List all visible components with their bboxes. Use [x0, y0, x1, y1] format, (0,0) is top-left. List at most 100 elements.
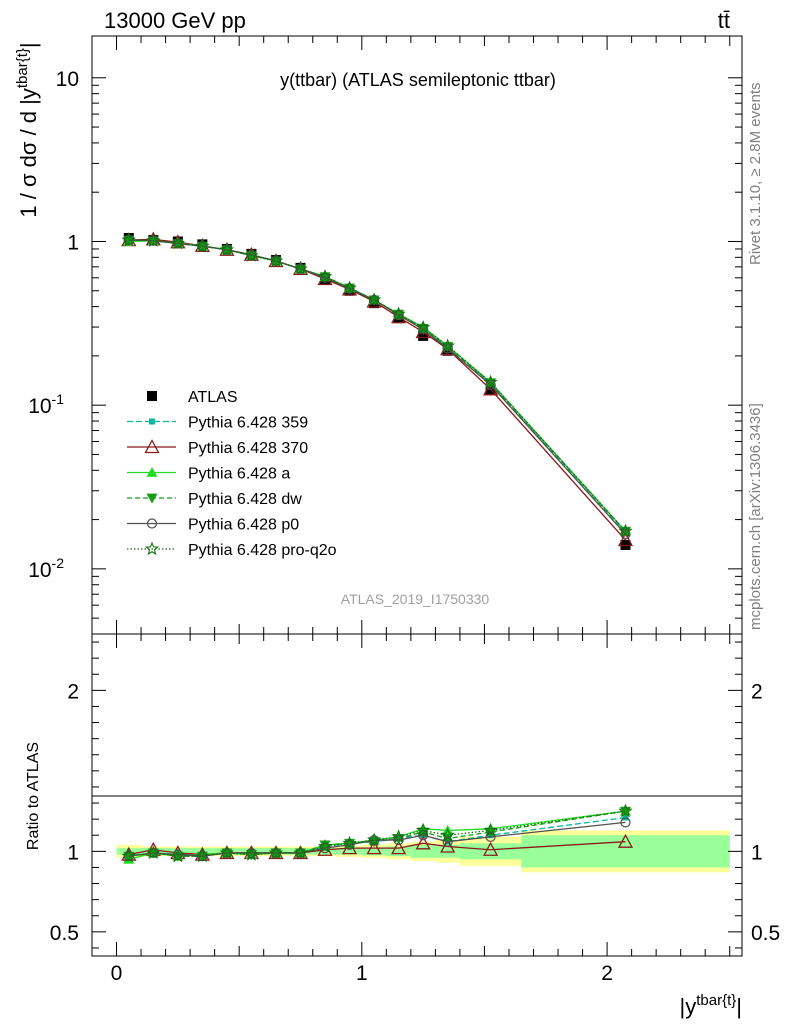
- data-point: [618, 803, 633, 818]
- ratio-band-stat: [386, 846, 411, 857]
- legend-entry: Pythia 6.428 p0: [127, 517, 299, 534]
- data-point: [620, 529, 631, 540]
- ratio-ylabel: Ratio to ATLAS: [25, 742, 42, 850]
- data-point: [344, 283, 355, 294]
- data-point: [415, 835, 431, 850]
- data-point: [393, 310, 404, 321]
- data-point: [393, 834, 404, 846]
- series-line: [128, 239, 626, 532]
- legend-marker: [146, 493, 158, 504]
- data-point: [219, 242, 235, 256]
- data-point: [618, 523, 633, 538]
- legend-label: Pythia 6.428 359: [188, 415, 308, 432]
- data-point: [482, 841, 499, 856]
- data-point: [442, 836, 453, 847]
- ratio-xtick-label: 0: [111, 962, 123, 985]
- legend-entry: Pythia 6.428 dw: [127, 491, 302, 508]
- data-point: [146, 233, 161, 247]
- ratio-band-stat: [435, 844, 460, 858]
- data-point: [391, 306, 406, 321]
- ratio-band-stat: [410, 844, 436, 858]
- main-series-6: [121, 232, 633, 538]
- data-point: [244, 248, 259, 262]
- series-line: [128, 238, 626, 534]
- main-axes: 10-2 10-1 1 10: [28, 36, 742, 635]
- data-point: [483, 374, 498, 389]
- legend-label: ATLAS: [188, 389, 238, 406]
- ratio-ytick-label-right: 0.5: [751, 922, 780, 945]
- mcplots-label: mcplots.cern.ch [arXiv:1306.3436]: [747, 403, 764, 630]
- main-ytick-label: 10: [56, 68, 79, 91]
- data-point: [620, 817, 631, 828]
- data-point: [418, 830, 429, 841]
- ratio-series-5: [121, 803, 633, 863]
- data-point: [366, 832, 382, 847]
- main-series-layer: [121, 231, 634, 550]
- data-point: [415, 822, 431, 837]
- legend-entry: Pythia 6.428 a: [127, 466, 290, 483]
- data-point: [317, 269, 333, 283]
- ratio-ytick-label-right: 1: [751, 841, 763, 864]
- data-point: [485, 831, 496, 842]
- data-point: [121, 848, 136, 863]
- legend-marker: [147, 391, 157, 401]
- legend-label: Pythia 6.428 p0: [188, 517, 299, 534]
- data-point: [219, 845, 235, 860]
- ratio-ytick-label: 2: [67, 680, 79, 703]
- data-point: [170, 235, 185, 250]
- ratio-ytick-label: 1: [67, 841, 79, 864]
- data-point: [440, 838, 456, 853]
- data-point: [146, 845, 161, 860]
- data-point: [366, 292, 382, 306]
- legend-marker: [144, 439, 160, 454]
- series-line: [128, 841, 626, 856]
- data-point: [342, 835, 357, 850]
- ratio-band-stat: [337, 848, 362, 855]
- ratio-ytick-label-right: 2: [751, 680, 763, 703]
- data-point: [317, 839, 333, 853]
- data-point: [342, 280, 357, 295]
- legend-entry: Pythia 6.428 370: [127, 439, 308, 457]
- data-point: [319, 840, 331, 851]
- ratio-band-stat: [361, 847, 387, 856]
- data-point: [418, 324, 429, 335]
- series-line: [128, 240, 626, 532]
- rivet-label: Rivet 3.1.10, ≥ 2.8M events: [747, 83, 764, 266]
- main-ytick-label: 1: [67, 231, 79, 254]
- ratio-xtick-label: 2: [601, 962, 613, 985]
- ratio-series-layer: [121, 803, 634, 864]
- legend-marker: [146, 518, 158, 529]
- data-point: [121, 232, 136, 247]
- data-point: [268, 253, 284, 268]
- main-ytick-label: 10-2: [28, 555, 64, 582]
- data-point: [483, 822, 498, 837]
- data-point: [418, 330, 429, 341]
- legend-label: Pythia 6.428 dw: [188, 491, 302, 508]
- analysis-label: ATLAS_2019_I1750330: [341, 591, 490, 607]
- data-point: [617, 532, 634, 547]
- ratio-axes: 0.5 0.5 1 1 2 2 0 1 2: [50, 634, 780, 985]
- svg-text:1 / σ dσ / d |ytbar{t}|: 1 / σ dσ / d |ytbar{t}|: [14, 42, 41, 217]
- data-point: [440, 338, 455, 353]
- legend-entry: ATLAS: [147, 389, 238, 406]
- data-point: [293, 261, 308, 275]
- ratio-panel: 0.5 0.5 1 1 2 2 0 1 2 Ratio to ATLAS: [25, 633, 780, 985]
- data-point: [391, 829, 406, 843]
- ratio-band-stat: [459, 843, 522, 860]
- data-point: [366, 840, 382, 855]
- main-panel: 10-2 10-1 1 10 y(ttbar) (ATLAS semileptonic…: [28, 35, 743, 635]
- series-line: [128, 239, 626, 532]
- data-point: [617, 833, 634, 848]
- legend-label: Pythia 6.428 370: [188, 440, 308, 457]
- series-line: [128, 810, 626, 857]
- legend-label: Pythia 6.428 a: [188, 466, 290, 483]
- data-point: [195, 238, 210, 253]
- data-point: [319, 272, 331, 283]
- legend-entry: Pythia 6.428 359: [127, 415, 308, 432]
- ratio-band-stat: [312, 848, 338, 855]
- legend-marker: [144, 541, 160, 556]
- legend-entry: Pythia 6.428 pro-q2o: [127, 541, 337, 559]
- legend-marker: [146, 467, 158, 477]
- ratio-band-stat: [521, 835, 730, 868]
- data-point: [170, 848, 185, 863]
